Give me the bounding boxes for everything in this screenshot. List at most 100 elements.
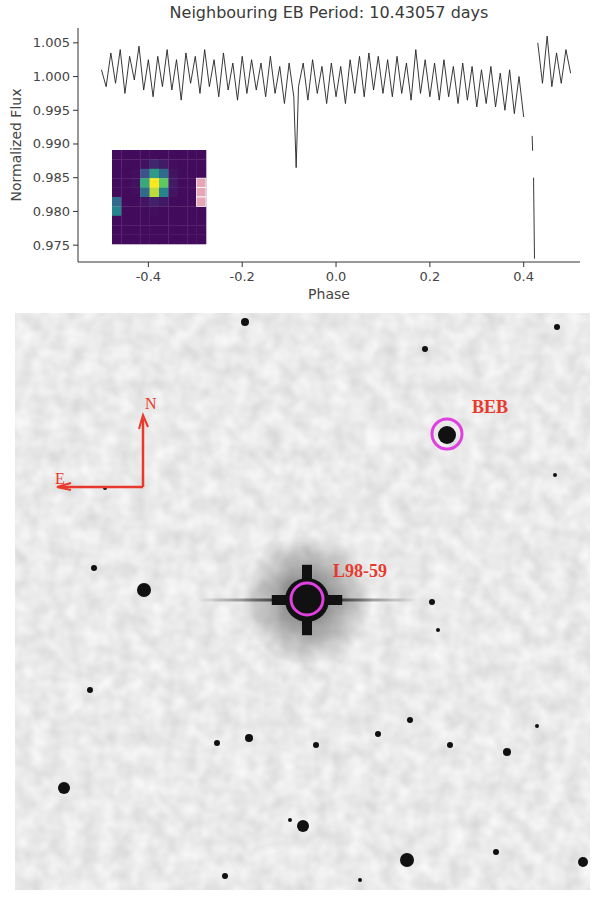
y-tick — [73, 211, 78, 212]
x-tick-label: -0.4 — [136, 269, 161, 284]
inset-cell — [140, 235, 150, 245]
inset-cell — [187, 197, 197, 207]
star — [429, 599, 435, 605]
chart-title: Neighbouring EB Period: 10.43057 days — [170, 3, 489, 22]
inset-cell — [178, 235, 188, 245]
star — [245, 734, 253, 742]
compass-north — [142, 419, 145, 487]
star — [400, 853, 414, 867]
inset-cell — [178, 206, 188, 216]
inset-cell — [150, 188, 160, 198]
inset-cell — [178, 225, 188, 235]
x-tick-label: 0.0 — [326, 269, 347, 284]
inset-cell — [187, 178, 197, 188]
inset-cell — [159, 188, 169, 198]
inset-cell — [168, 159, 178, 169]
target-circle — [432, 419, 462, 449]
inset-cell — [112, 206, 122, 216]
compass-north-head — [139, 415, 148, 429]
inset-cell — [140, 216, 150, 226]
inset-cell — [150, 169, 160, 179]
inset-cell — [159, 178, 169, 188]
inset-cell — [159, 150, 169, 160]
y-axis-title: Normalized Flux — [8, 89, 24, 202]
inset-cell — [112, 197, 122, 207]
y-tick — [73, 42, 78, 43]
aperture-cell — [197, 178, 206, 187]
star — [313, 742, 319, 748]
inset-cell — [159, 225, 169, 235]
inset-cell — [150, 159, 160, 169]
x-tick — [148, 262, 149, 267]
inset-cell — [121, 206, 131, 216]
inset-cell — [159, 169, 169, 179]
y-tick-label: 0.995 — [33, 103, 70, 118]
target-circle — [291, 583, 323, 615]
inset-cell — [197, 169, 207, 179]
inset-cell — [178, 197, 188, 207]
star — [297, 820, 309, 832]
inset-cell — [131, 206, 141, 216]
inset-cell — [131, 150, 141, 160]
star — [285, 578, 329, 622]
inset-cell — [112, 235, 122, 245]
inset — [112, 150, 206, 244]
inset-cell — [187, 206, 197, 216]
inset-cell — [197, 150, 207, 160]
inset-cell — [150, 206, 160, 216]
sky-image: L98-59BEBNE — [15, 313, 590, 890]
star — [493, 849, 499, 855]
page: Neighbouring EB Period: 10.43057 days 0.9… — [0, 0, 601, 904]
star-label: BEB — [472, 397, 508, 417]
x-tick-label: 0.4 — [513, 269, 534, 284]
inset-cell — [168, 216, 178, 226]
inset-cell — [168, 188, 178, 198]
inset-cell — [150, 150, 160, 160]
inset-cell — [131, 188, 141, 198]
inset-cell — [131, 197, 141, 207]
inset-cell — [150, 197, 160, 207]
inset-cell — [168, 206, 178, 216]
inset-cell — [121, 197, 131, 207]
inset-cell — [140, 206, 150, 216]
x-tick-label: 0.2 — [420, 269, 441, 284]
star-label: L98-59 — [333, 561, 387, 581]
inset-cell — [159, 159, 169, 169]
star — [407, 717, 413, 723]
inset-cell — [197, 178, 207, 188]
compass-label: E — [55, 470, 65, 487]
x-axis-title: Phase — [308, 286, 350, 302]
inset-cell — [159, 216, 169, 226]
inset-cell — [178, 188, 188, 198]
inset-cell — [197, 197, 207, 207]
y-tick — [73, 143, 78, 144]
inset-cell — [121, 235, 131, 245]
inset-cell — [150, 235, 160, 245]
inset-cell — [121, 150, 131, 160]
x-axis-line — [78, 262, 580, 263]
star — [535, 724, 539, 728]
inset-cell — [112, 216, 122, 226]
inset-cell — [168, 150, 178, 160]
inset-cell — [112, 169, 122, 179]
inset-cell — [112, 225, 122, 235]
inset-cell — [168, 169, 178, 179]
inset-cell — [131, 169, 141, 179]
inset-cell — [112, 159, 122, 169]
inset-cell — [197, 216, 207, 226]
inset-cell — [187, 216, 197, 226]
inset-cell — [131, 225, 141, 235]
star — [222, 873, 228, 879]
inset-cell — [150, 178, 160, 188]
x-tick — [523, 262, 524, 267]
inset-cell — [112, 150, 122, 160]
inset-cell — [150, 225, 160, 235]
star — [447, 742, 453, 748]
inset-cell — [121, 178, 131, 188]
star — [214, 740, 220, 746]
inset-cell — [121, 169, 131, 179]
inset-cell — [131, 159, 141, 169]
inset-cell — [187, 159, 197, 169]
inset-cell — [168, 235, 178, 245]
inset-cell — [159, 197, 169, 207]
